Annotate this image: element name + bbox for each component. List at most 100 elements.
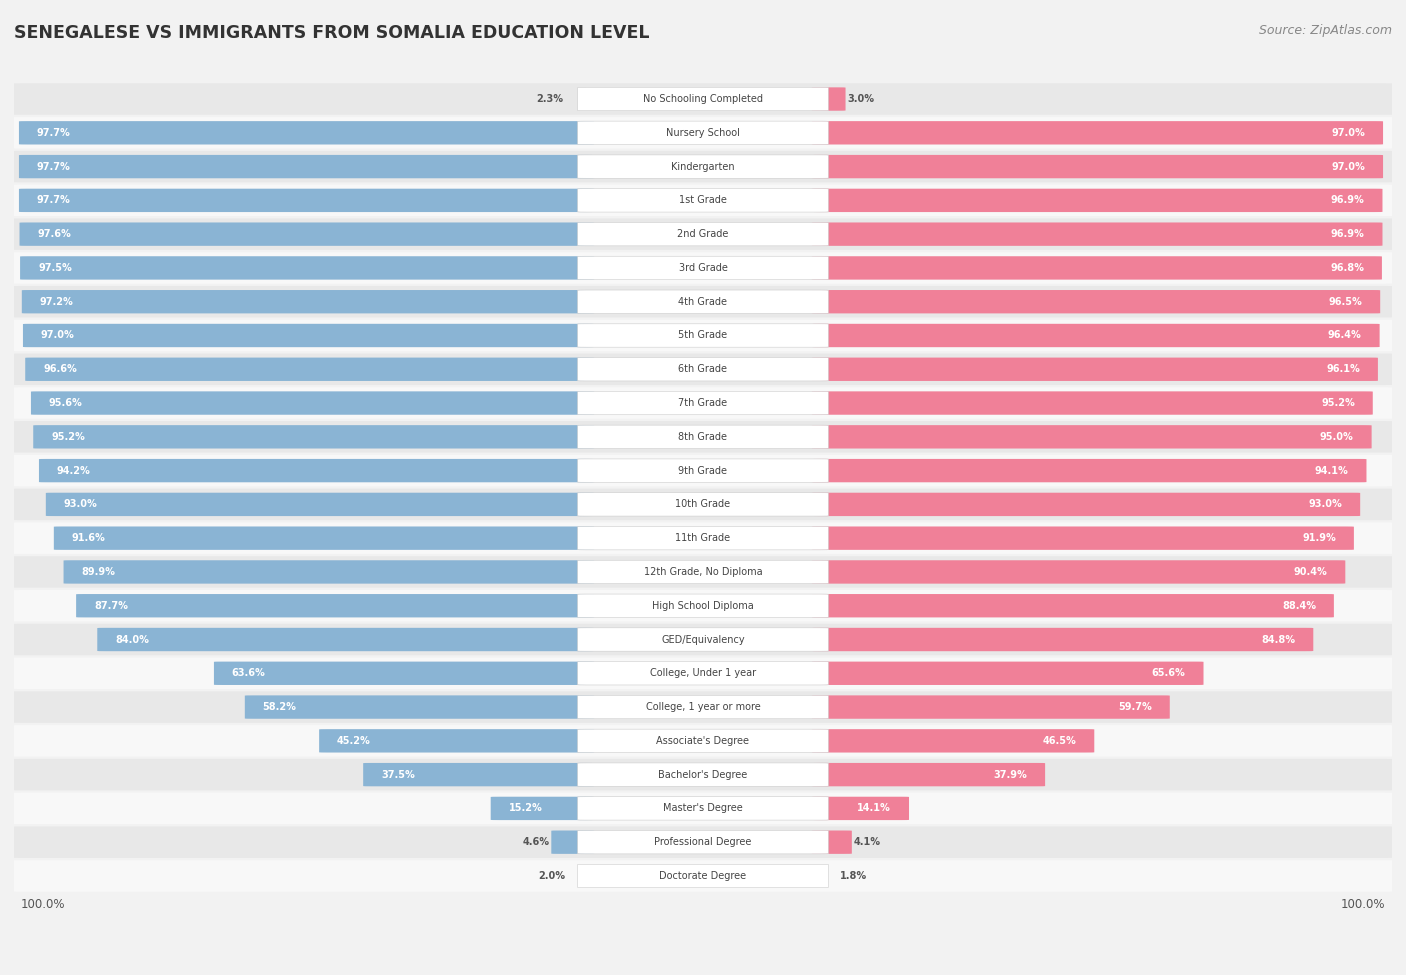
- Text: 14.1%: 14.1%: [858, 803, 891, 813]
- FancyBboxPatch shape: [578, 594, 828, 617]
- Text: 94.1%: 94.1%: [1315, 466, 1348, 476]
- Text: 63.6%: 63.6%: [232, 668, 266, 679]
- Text: 97.7%: 97.7%: [37, 162, 70, 172]
- FancyBboxPatch shape: [811, 695, 1170, 719]
- Text: 97.6%: 97.6%: [38, 229, 72, 239]
- Text: 58.2%: 58.2%: [263, 702, 297, 712]
- FancyBboxPatch shape: [13, 354, 1393, 385]
- FancyBboxPatch shape: [551, 831, 595, 854]
- FancyBboxPatch shape: [13, 320, 1393, 351]
- Text: 1.8%: 1.8%: [839, 871, 868, 881]
- Text: 96.4%: 96.4%: [1327, 331, 1361, 340]
- FancyBboxPatch shape: [578, 831, 828, 854]
- FancyBboxPatch shape: [578, 121, 828, 144]
- FancyBboxPatch shape: [811, 561, 1346, 584]
- FancyBboxPatch shape: [13, 523, 1393, 554]
- Text: 97.2%: 97.2%: [39, 296, 73, 307]
- FancyBboxPatch shape: [13, 253, 1393, 284]
- FancyBboxPatch shape: [578, 628, 828, 651]
- Text: 91.6%: 91.6%: [72, 533, 105, 543]
- FancyBboxPatch shape: [18, 189, 595, 212]
- FancyBboxPatch shape: [578, 391, 828, 414]
- FancyBboxPatch shape: [491, 797, 595, 820]
- FancyBboxPatch shape: [811, 425, 1372, 449]
- FancyBboxPatch shape: [811, 358, 1378, 381]
- Text: SENEGALESE VS IMMIGRANTS FROM SOMALIA EDUCATION LEVEL: SENEGALESE VS IMMIGRANTS FROM SOMALIA ED…: [14, 24, 650, 42]
- FancyBboxPatch shape: [578, 526, 828, 550]
- FancyBboxPatch shape: [811, 662, 1204, 685]
- Text: 93.0%: 93.0%: [63, 499, 97, 509]
- Text: GED/Equivalency: GED/Equivalency: [661, 635, 745, 644]
- FancyBboxPatch shape: [811, 526, 1354, 550]
- FancyBboxPatch shape: [31, 391, 595, 414]
- FancyBboxPatch shape: [18, 155, 595, 178]
- Text: High School Diploma: High School Diploma: [652, 601, 754, 610]
- Text: 97.7%: 97.7%: [37, 195, 70, 206]
- FancyBboxPatch shape: [34, 425, 595, 449]
- Text: 3.0%: 3.0%: [846, 94, 875, 104]
- FancyBboxPatch shape: [18, 121, 595, 144]
- FancyBboxPatch shape: [13, 184, 1393, 216]
- FancyBboxPatch shape: [97, 628, 595, 651]
- FancyBboxPatch shape: [811, 729, 1094, 753]
- FancyBboxPatch shape: [578, 797, 828, 820]
- FancyBboxPatch shape: [22, 290, 595, 313]
- Text: 10th Grade: 10th Grade: [675, 499, 731, 509]
- FancyBboxPatch shape: [22, 324, 595, 347]
- Text: No Schooling Completed: No Schooling Completed: [643, 94, 763, 104]
- Text: 6th Grade: 6th Grade: [679, 365, 727, 374]
- FancyBboxPatch shape: [53, 526, 595, 550]
- Text: 96.9%: 96.9%: [1331, 229, 1365, 239]
- Text: 97.5%: 97.5%: [38, 263, 72, 273]
- Text: 97.7%: 97.7%: [37, 128, 70, 137]
- FancyBboxPatch shape: [811, 121, 1384, 144]
- FancyBboxPatch shape: [578, 662, 828, 685]
- Text: 97.0%: 97.0%: [1331, 128, 1365, 137]
- Text: 15.2%: 15.2%: [509, 803, 543, 813]
- Text: 2.0%: 2.0%: [538, 871, 565, 881]
- FancyBboxPatch shape: [20, 256, 595, 280]
- FancyBboxPatch shape: [13, 691, 1393, 722]
- Text: 37.5%: 37.5%: [381, 769, 415, 780]
- Text: 9th Grade: 9th Grade: [679, 466, 727, 476]
- Text: Professional Degree: Professional Degree: [654, 838, 752, 847]
- Text: 11th Grade: 11th Grade: [675, 533, 731, 543]
- FancyBboxPatch shape: [46, 492, 595, 516]
- Text: 7th Grade: 7th Grade: [679, 398, 727, 409]
- FancyBboxPatch shape: [319, 729, 595, 753]
- Text: 90.4%: 90.4%: [1294, 566, 1327, 577]
- Text: 96.5%: 96.5%: [1329, 296, 1362, 307]
- Text: 4.1%: 4.1%: [853, 838, 880, 847]
- Text: Kindergarten: Kindergarten: [671, 162, 735, 172]
- Text: 96.6%: 96.6%: [44, 365, 77, 374]
- Text: 1st Grade: 1st Grade: [679, 195, 727, 206]
- Text: 88.4%: 88.4%: [1282, 601, 1316, 610]
- FancyBboxPatch shape: [13, 556, 1393, 588]
- FancyBboxPatch shape: [578, 561, 828, 584]
- Text: 95.2%: 95.2%: [1322, 398, 1355, 409]
- Text: 5th Grade: 5th Grade: [679, 331, 727, 340]
- FancyBboxPatch shape: [811, 763, 1045, 786]
- FancyBboxPatch shape: [13, 590, 1393, 621]
- FancyBboxPatch shape: [39, 459, 595, 483]
- FancyBboxPatch shape: [13, 218, 1393, 250]
- Text: 12th Grade, No Diploma: 12th Grade, No Diploma: [644, 566, 762, 577]
- Text: 96.9%: 96.9%: [1331, 195, 1365, 206]
- Text: 84.8%: 84.8%: [1261, 635, 1295, 644]
- FancyBboxPatch shape: [811, 797, 910, 820]
- FancyBboxPatch shape: [13, 860, 1393, 892]
- FancyBboxPatch shape: [13, 286, 1393, 318]
- FancyBboxPatch shape: [578, 492, 828, 516]
- Text: 65.6%: 65.6%: [1152, 668, 1185, 679]
- Text: 2nd Grade: 2nd Grade: [678, 229, 728, 239]
- FancyBboxPatch shape: [214, 662, 595, 685]
- FancyBboxPatch shape: [578, 459, 828, 483]
- FancyBboxPatch shape: [13, 83, 1393, 115]
- Text: 45.2%: 45.2%: [337, 736, 371, 746]
- FancyBboxPatch shape: [811, 391, 1372, 414]
- FancyBboxPatch shape: [811, 222, 1382, 246]
- Text: 84.0%: 84.0%: [115, 635, 149, 644]
- FancyBboxPatch shape: [811, 831, 852, 854]
- FancyBboxPatch shape: [13, 759, 1393, 791]
- FancyBboxPatch shape: [363, 763, 595, 786]
